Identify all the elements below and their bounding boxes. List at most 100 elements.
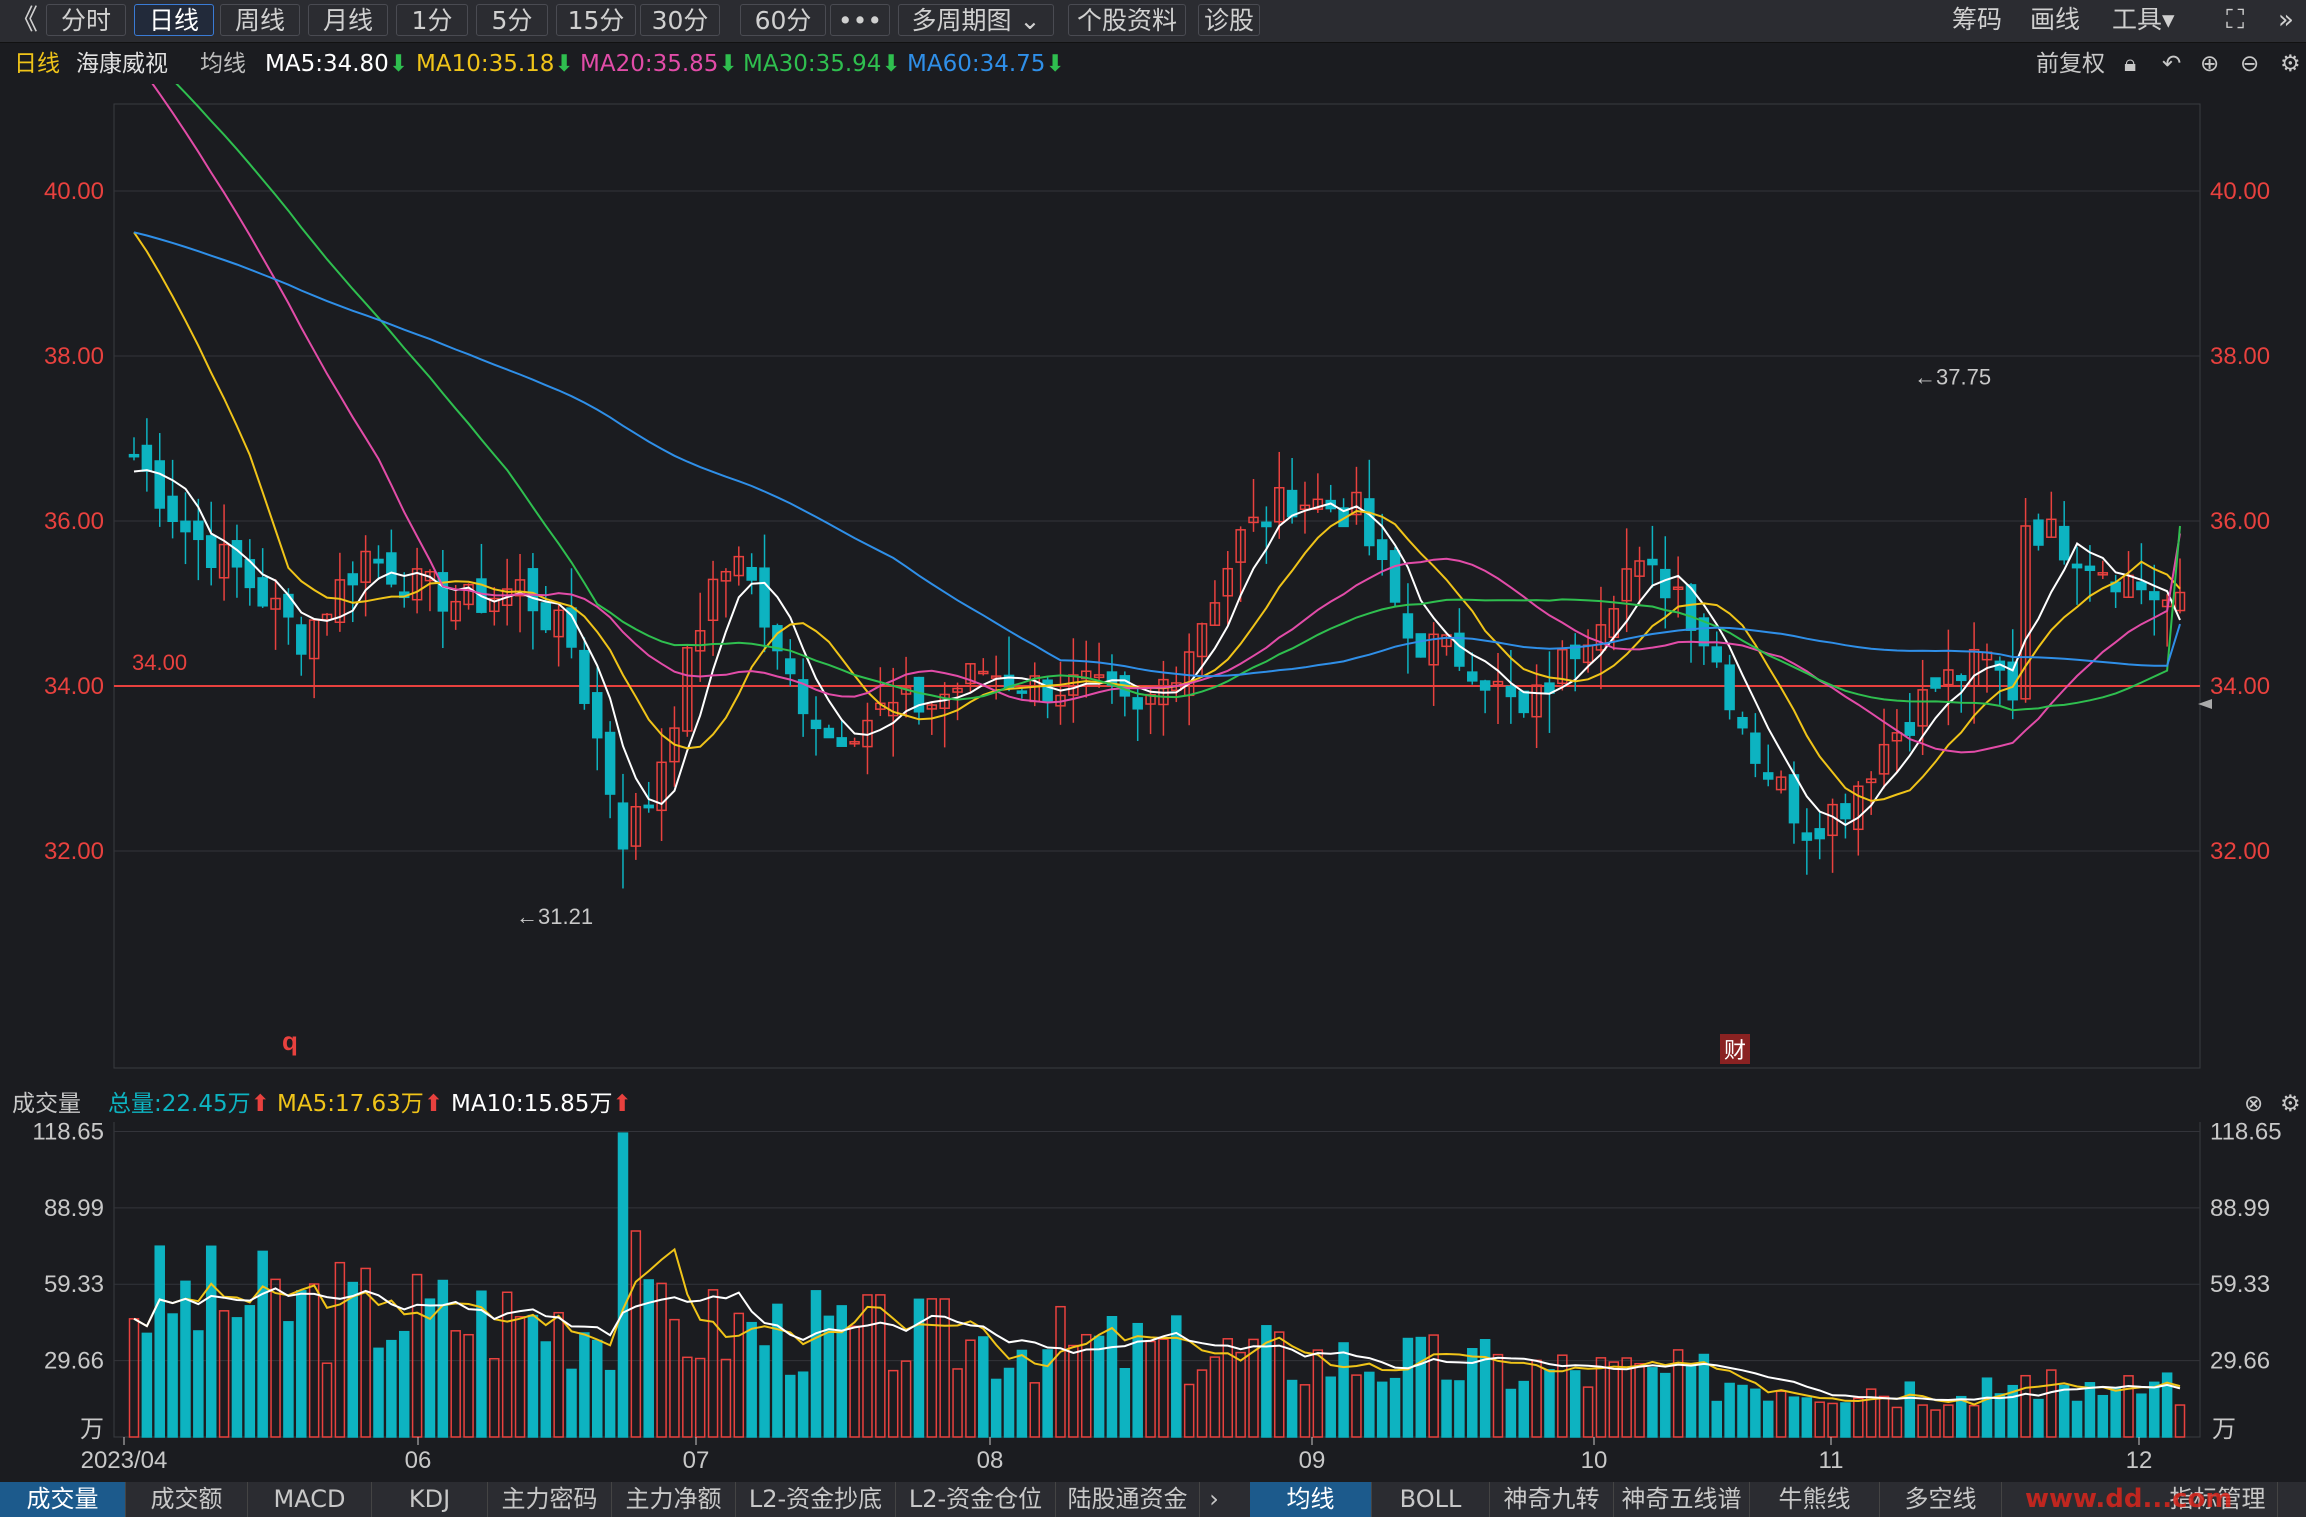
volume-label: 成交量 <box>12 1091 81 1117</box>
candle-body <box>2046 518 2057 538</box>
candle-body <box>1428 633 1439 666</box>
tab-6[interactable]: 15分 <box>556 4 636 36</box>
zoom-in-icon[interactable]: ⊕ <box>2200 51 2220 77</box>
volume-bar <box>823 1315 835 1438</box>
indicator-tab-7[interactable]: L2-资金仓位 <box>896 1482 1056 1517</box>
volume-bar <box>630 1230 642 1438</box>
adjust-mode-label[interactable]: 前复权 <box>2036 51 2105 77</box>
candle-body <box>1943 669 1954 686</box>
date-tick: 07 <box>683 1447 710 1474</box>
chips-button[interactable]: 筹码 <box>1952 5 2003 34</box>
candle-body <box>1068 674 1079 696</box>
chevron-right-icon[interactable]: › <box>1209 1485 1219 1513</box>
candle-body <box>1968 648 1980 687</box>
volume-bar <box>1428 1334 1439 1438</box>
volume-bar <box>1647 1367 1658 1438</box>
tab-3[interactable]: 月线 <box>308 4 388 36</box>
undo-icon[interactable]: ↶ <box>2162 51 2182 77</box>
volume-bar <box>501 1291 513 1438</box>
double-chevron-right-icon[interactable]: » <box>2278 5 2294 35</box>
volume-bar <box>862 1294 873 1438</box>
ma-label[interactable]: 均线 <box>200 51 246 77</box>
ma5-value: MA5:34.80⬇ <box>265 51 409 77</box>
tab-12[interactable]: 诊股 <box>1198 4 1260 36</box>
tab-8[interactable]: 60分 <box>740 4 826 36</box>
candle-body <box>1376 539 1388 561</box>
volume-bar <box>1955 1395 1967 1438</box>
double-chevron-left-icon[interactable]: 《 <box>10 3 39 36</box>
candle-body <box>759 567 770 628</box>
draw-line-button[interactable]: 画线 <box>2030 5 2081 34</box>
close-icon[interactable]: ⊗ <box>2244 1091 2264 1117</box>
tab-10[interactable]: 多周期图 ⌄ <box>898 4 1054 36</box>
indicator-tab-6[interactable]: L2-资金抄底 <box>736 1482 896 1517</box>
volume-ma-line-1 <box>133 1287 2181 1402</box>
indicator-tab-0[interactable]: 成交量 <box>0 1482 126 1517</box>
indicator-tab-4[interactable]: 主力密码 <box>488 1482 612 1517</box>
candle-body <box>694 630 706 652</box>
volume-bar <box>1531 1359 1542 1438</box>
overlay-tab-0[interactable]: 均线 <box>1250 1482 1372 1517</box>
settings-gear-icon[interactable]: ⚙ <box>2280 1091 2301 1117</box>
candle-body <box>1235 529 1246 563</box>
overlay-tab-6[interactable]: 指标管理 <box>2158 1482 2278 1517</box>
candle-body <box>1261 521 1272 528</box>
settings-gear-icon[interactable]: ⚙ <box>2280 51 2301 77</box>
date-tick: 10 <box>1581 1447 1608 1474</box>
volume-bar <box>1299 1384 1311 1438</box>
candle-body <box>193 520 204 541</box>
indicator-tab-1[interactable]: 成交额 <box>126 1482 248 1517</box>
candle-body <box>527 568 539 612</box>
overlay-tab-2[interactable]: 神奇九转 <box>1490 1482 1614 1517</box>
candle-body <box>257 577 268 607</box>
overlay-tab-1[interactable]: BOLL <box>1372 1482 1490 1517</box>
candle-body <box>1338 507 1349 528</box>
overlay-tab-4[interactable]: 牛熊线 <box>1750 1482 1880 1517</box>
volume-bar <box>1569 1370 1581 1438</box>
tab-4[interactable]: 1分 <box>396 4 468 36</box>
date-tick: 12 <box>2126 1447 2153 1474</box>
ma-line-ma60 <box>133 231 2181 678</box>
indicator-tab-5[interactable]: 主力净额 <box>612 1482 736 1517</box>
volume-bar <box>386 1339 397 1438</box>
tab-7[interactable]: 30分 <box>640 4 720 36</box>
volume-unit-left: 万 <box>80 1416 104 1443</box>
volume-bar <box>720 1358 732 1438</box>
overlay-tab-5[interactable]: 多空线 <box>1880 1482 2002 1517</box>
tab-9[interactable]: ••• <box>830 4 890 36</box>
lock-icon[interactable]: 🔒︎ <box>2124 51 2137 77</box>
kline-chart[interactable]: 40.00 40.00 38.00 38.00 36.00 36.00 34.00 34.00… <box>0 84 2306 1482</box>
indicator-tab-3[interactable]: KDJ <box>372 1482 488 1517</box>
tools-menu-button[interactable]: 工具▾ <box>2112 5 2175 34</box>
indicator-tab-8[interactable]: 陆股通资金 <box>1056 1482 1200 1517</box>
tab-2[interactable]: 周线 <box>220 4 300 36</box>
volume-tick-right: 29.66 <box>2210 1348 2270 1375</box>
volume-unit-right: 万 <box>2212 1416 2236 1443</box>
fullscreen-icon[interactable]: ⛶ <box>2226 5 2245 35</box>
candle-body <box>180 520 191 533</box>
volume-bar <box>591 1339 603 1438</box>
volume-ma10: MA10:15.85万⬆ <box>451 1091 632 1117</box>
candle-body <box>2033 519 2044 546</box>
candle-body <box>2084 565 2096 571</box>
volume-bar <box>1338 1342 1349 1438</box>
zoom-out-icon[interactable]: ⊖ <box>2240 51 2260 77</box>
volume-bar <box>1441 1379 1452 1438</box>
volume-bar <box>1479 1338 1491 1438</box>
overlay-tab-3[interactable]: 神奇五线谱 <box>1614 1482 1750 1517</box>
volume-bar <box>1132 1322 1143 1438</box>
volume-bar <box>141 1332 153 1438</box>
tab-1[interactable]: 日线 <box>134 4 214 36</box>
tab-11[interactable]: 个股资料 <box>1068 4 1186 36</box>
volume-bar <box>1621 1357 1632 1438</box>
indicator-tab-2[interactable]: MACD <box>248 1482 372 1517</box>
volume-tick-right: 59.33 <box>2210 1271 2270 1298</box>
volume-bar <box>1672 1349 1684 1438</box>
tab-5[interactable]: 5分 <box>476 4 548 36</box>
price-tick-right: 32.00 <box>2210 838 2270 865</box>
volume-bar <box>1068 1344 1079 1438</box>
volume-bar <box>373 1347 384 1438</box>
volume-axis-labels: 118.65 118.65 88.99 88.99 59.33 59.33 29.66 29.… <box>32 1118 2281 1443</box>
tab-0[interactable]: 分时 <box>46 4 126 36</box>
volume-bar <box>1878 1395 1890 1438</box>
